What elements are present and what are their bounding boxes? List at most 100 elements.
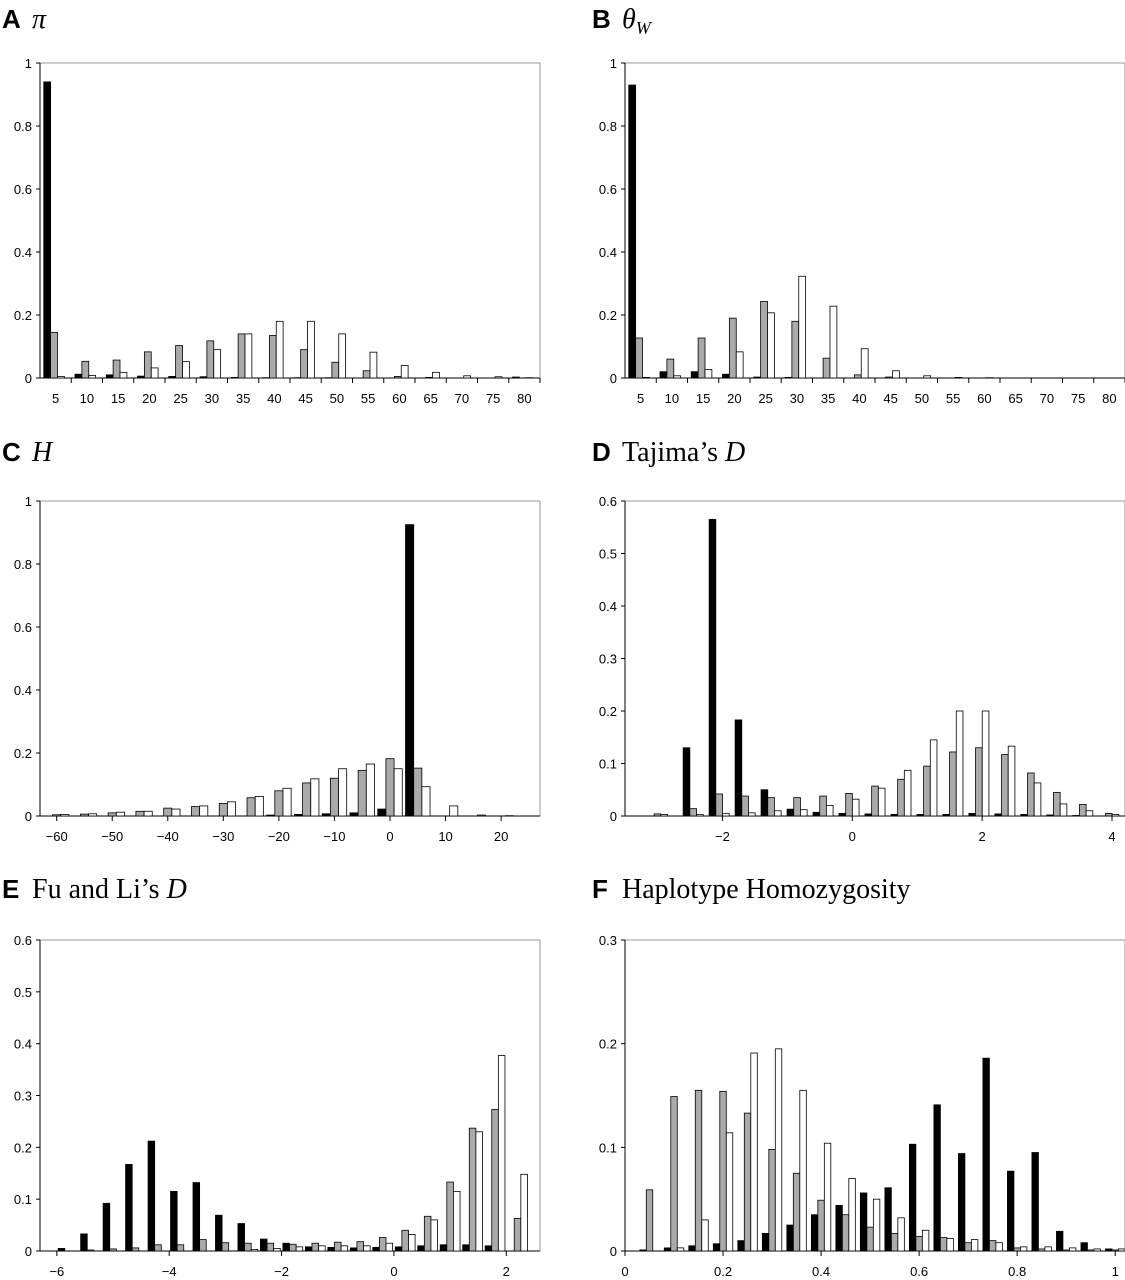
- bar-gray: [237, 333, 246, 379]
- bar-white: [872, 1198, 881, 1252]
- bar-white: [182, 361, 190, 379]
- bar-gray: [300, 349, 308, 379]
- bar-gray: [191, 806, 201, 817]
- panel-letter: A: [2, 4, 21, 34]
- bar-gray: [86, 1249, 95, 1252]
- bar-white: [494, 376, 503, 379]
- plot-frame: [39, 62, 541, 379]
- bar-black: [784, 376, 793, 379]
- bar-gray: [791, 320, 800, 379]
- x-tick-label: 10: [665, 391, 679, 406]
- bar-white: [318, 1245, 326, 1252]
- bar-white: [497, 1055, 506, 1252]
- bar-gray: [689, 808, 697, 817]
- bar-gray: [199, 1239, 207, 1252]
- plot-frame: [39, 939, 541, 1252]
- y-tick-label: 0.2: [599, 308, 617, 323]
- bar-gray: [635, 337, 643, 379]
- bar-gray: [143, 351, 152, 379]
- bar-gray: [741, 795, 749, 817]
- bar-gray: [356, 1241, 364, 1252]
- y-tick-label: 0.4: [599, 245, 617, 260]
- bar-gray: [401, 1229, 409, 1252]
- bar-white: [119, 371, 128, 379]
- bar-white: [400, 364, 409, 379]
- bar-white: [897, 1217, 905, 1252]
- bar-gray: [939, 1237, 948, 1252]
- bar-black: [737, 1240, 745, 1252]
- bar-white: [923, 375, 932, 379]
- panel-d: D Tajima’s D 0 0.1 0.2 0.3 0.4 0.5 0.6 −2 0 2 4: [592, 437, 1125, 844]
- x-tick-label: 5: [637, 391, 644, 406]
- bar-white: [860, 348, 869, 379]
- bar-gray: [885, 376, 893, 379]
- bar-gray: [866, 1226, 874, 1252]
- bar-gray: [792, 1172, 801, 1252]
- bar-white: [282, 787, 292, 817]
- bar-white: [310, 778, 320, 817]
- bar-white: [1111, 814, 1120, 817]
- bar-black: [102, 1202, 111, 1252]
- bar-black: [215, 1214, 223, 1252]
- bar-gray: [468, 1127, 477, 1252]
- y-tick-label: 0.8: [14, 557, 32, 572]
- bar-black: [810, 1214, 819, 1252]
- y-tick-label: 0.4: [14, 1037, 32, 1052]
- bar-black: [958, 1153, 966, 1252]
- bar-gray: [1038, 1248, 1046, 1252]
- bar-white: [800, 809, 808, 817]
- bar-black: [1056, 1230, 1064, 1252]
- bar-black: [908, 1143, 917, 1252]
- bar-white: [774, 810, 782, 817]
- y-tick-label: 0.1: [14, 1192, 32, 1207]
- bar-white: [921, 1229, 930, 1252]
- bar-black: [864, 813, 873, 817]
- bar-gray: [645, 1189, 654, 1252]
- bar-black: [349, 812, 359, 817]
- bar-black: [170, 1190, 178, 1252]
- bar-gray: [817, 1199, 825, 1252]
- bar-gray: [871, 785, 879, 817]
- x-tick-label: 0: [386, 829, 393, 844]
- bar-black: [734, 719, 743, 817]
- bar-gray: [446, 1181, 454, 1252]
- bar-black: [753, 376, 762, 379]
- panel-title: π: [32, 4, 47, 35]
- bar-black: [1105, 1248, 1113, 1252]
- bar-gray: [767, 797, 775, 817]
- y-tick-label: 0: [25, 809, 32, 824]
- bar-white: [1033, 782, 1042, 817]
- y-tick-label: 0: [25, 1244, 32, 1259]
- bar-black: [982, 1057, 990, 1252]
- bar-gray: [385, 758, 395, 817]
- bar-gray: [1111, 1249, 1119, 1252]
- y-tick-label: 1: [25, 494, 32, 509]
- bar-white: [430, 1219, 438, 1252]
- x-tick-label: 0: [390, 1264, 397, 1279]
- panel-letter: B: [592, 4, 611, 34]
- bar-white: [244, 333, 253, 379]
- bar-black: [722, 373, 730, 379]
- x-tick-label: 2: [503, 1264, 510, 1279]
- bar-white: [369, 351, 378, 379]
- bar-black: [417, 1245, 425, 1252]
- bar-black: [304, 1246, 313, 1252]
- bar-white: [877, 787, 886, 817]
- bar-black: [237, 1223, 245, 1252]
- bar-black: [282, 1242, 290, 1252]
- bar-white: [1118, 1248, 1125, 1252]
- bar-white: [642, 376, 650, 379]
- bar-black: [628, 84, 637, 379]
- bar-gray: [329, 777, 339, 817]
- bar-black: [199, 376, 208, 379]
- bar-white: [295, 1246, 304, 1252]
- bar-white: [475, 1131, 483, 1252]
- bar-gray: [793, 797, 801, 817]
- panel-letter: C: [2, 437, 21, 467]
- bar-white: [725, 1132, 734, 1252]
- x-tick-label: 60: [392, 391, 406, 406]
- bar-white: [903, 769, 912, 817]
- bar-black: [1072, 815, 1080, 817]
- bar-gray: [218, 803, 228, 817]
- y-tick-label: 0.8: [14, 119, 32, 134]
